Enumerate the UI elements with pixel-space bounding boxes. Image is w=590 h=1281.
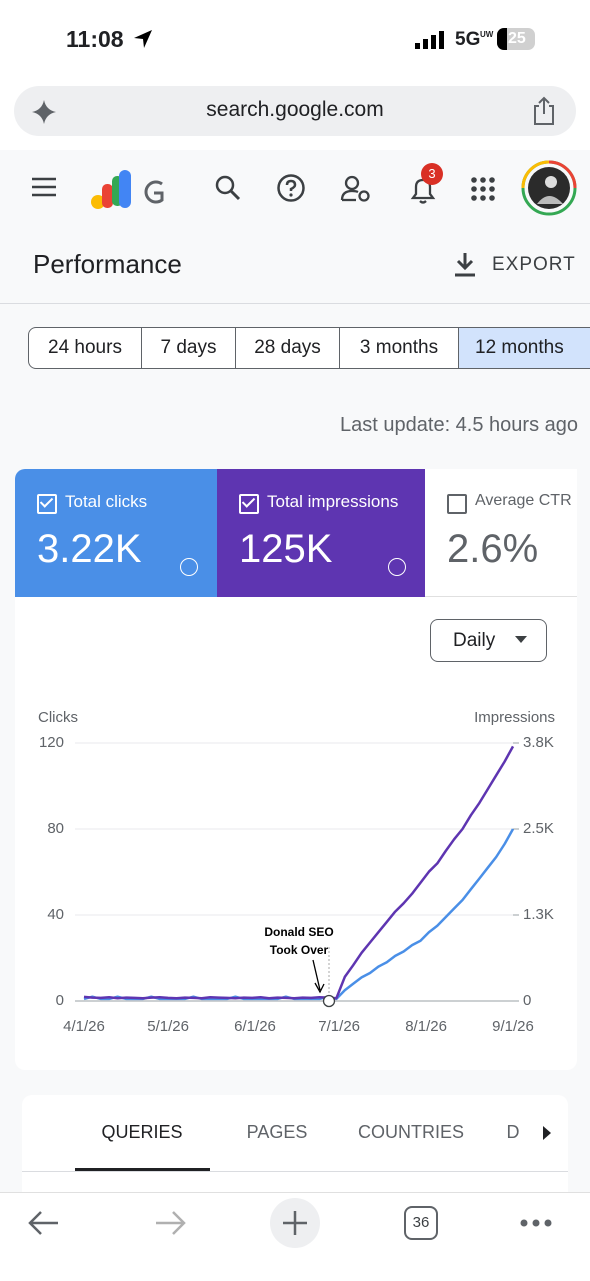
x-tick-label: 7/1/26	[318, 1018, 360, 1035]
metric-label: Total clicks	[65, 492, 148, 511]
menu-icon[interactable]	[30, 176, 58, 198]
battery: 25	[497, 28, 535, 50]
metric-checkbox	[37, 494, 57, 514]
battery-text: 25	[508, 30, 526, 47]
metric-value: 2.6%	[447, 527, 539, 571]
export-icon[interactable]	[453, 251, 477, 277]
y-tick-label: 80	[47, 820, 64, 837]
y-tick-label: 40	[47, 906, 64, 923]
metric-checkbox	[447, 494, 467, 514]
x-tick-label: 4/1/26	[63, 1018, 105, 1035]
status-time: 11:08	[66, 26, 124, 52]
last-update: Last update: 4.5 hours ago	[340, 414, 578, 436]
tab-divider	[22, 1171, 568, 1172]
y2-axis-title: Impressions	[474, 709, 555, 726]
metric-card[interactable]: Average CTR 2.6%	[425, 469, 577, 597]
x-tick-label: 5/1/26	[147, 1018, 189, 1035]
annotation-text: Took Over	[270, 943, 329, 957]
x-tick-label: 9/1/26	[492, 1018, 534, 1035]
metric-help	[388, 558, 406, 576]
range-button[interactable]: 12 months	[458, 327, 590, 369]
new-tab-button[interactable]	[270, 1198, 320, 1248]
series-line	[83, 828, 515, 1001]
tab-count[interactable]: 36	[404, 1206, 438, 1240]
tab-indicator	[75, 1168, 210, 1171]
dropdown-arrow	[515, 636, 527, 643]
y-tick-label: 0	[56, 992, 64, 1009]
y2-tick-label: 1.3K	[523, 906, 554, 923]
annotation-arrow	[312, 959, 325, 994]
avatar[interactable]	[521, 160, 577, 216]
metric-label: Total impressions	[267, 492, 399, 511]
forward-button[interactable]	[152, 1208, 188, 1238]
x-tick-label: 6/1/26	[234, 1018, 276, 1035]
page-title: Performance	[33, 249, 182, 279]
tab[interactable]: D	[506, 1122, 520, 1142]
export-button[interactable]: EXPORT	[492, 254, 576, 275]
annotation-text: Donald SEO	[264, 925, 333, 939]
series-line	[83, 745, 515, 1000]
metric-label: Average CTR	[475, 492, 572, 509]
admin-icon[interactable]	[340, 174, 372, 204]
metric-help	[180, 558, 198, 576]
y2-tick-label: 2.5K	[523, 820, 554, 837]
y2-tick-label: 3.8K	[523, 734, 554, 751]
help-icon[interactable]	[276, 173, 306, 203]
apps-icon[interactable]	[470, 176, 496, 202]
granularity-dropdown[interactable]: Daily	[430, 619, 547, 662]
metric-card[interactable]: Total clicks 3.22K	[15, 469, 217, 597]
metric-value: 3.22K	[37, 527, 142, 571]
metric-card[interactable]: Total impressions 125K	[217, 469, 425, 597]
y2-tick-label: 0	[523, 992, 531, 1009]
url: search.google.com	[206, 98, 384, 121]
annotation-marker	[322, 994, 336, 1008]
range-button[interactable]: 24 hours	[28, 327, 142, 369]
app-logo	[91, 170, 164, 209]
metric-value: 125K	[239, 527, 333, 571]
url-bar[interactable]	[14, 86, 576, 136]
network: 5G	[455, 29, 481, 50]
more-button[interactable]	[519, 1218, 553, 1228]
range-button[interactable]: 7 days	[141, 327, 236, 369]
signal-icon	[415, 31, 444, 49]
tab[interactable]: PAGES	[246, 1122, 308, 1142]
location-icon	[134, 30, 152, 48]
y-axis-title: Clicks	[38, 709, 78, 726]
x-tick-label: 8/1/26	[405, 1018, 447, 1035]
notification-badge: 3	[421, 163, 443, 185]
search-icon[interactable]	[214, 174, 242, 202]
metric-checkbox	[239, 494, 259, 514]
battery-level	[497, 28, 507, 50]
tab[interactable]: COUNTRIES	[357, 1122, 465, 1142]
tabs-card	[22, 1095, 568, 1205]
range-button[interactable]: 3 months	[339, 327, 459, 369]
y-tick-label: 120	[39, 734, 64, 751]
share-icon[interactable]	[531, 96, 557, 126]
ai-icon[interactable]	[30, 98, 58, 126]
network-suffix: UW	[480, 30, 494, 39]
granularity: Daily	[453, 630, 496, 651]
range-button[interactable]: 28 days	[235, 327, 340, 369]
tab-scroll[interactable]	[541, 1125, 553, 1141]
divider	[0, 303, 590, 304]
tab[interactable]: QUERIES	[101, 1122, 183, 1142]
back-button[interactable]	[26, 1208, 62, 1238]
